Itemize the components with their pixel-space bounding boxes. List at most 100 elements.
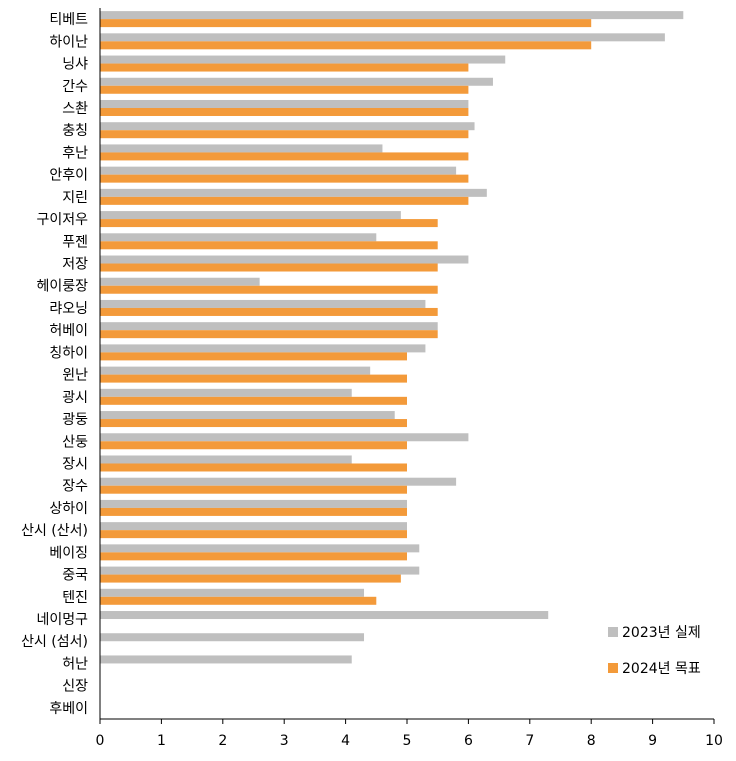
bar-2023-actual — [100, 633, 365, 642]
bar-2024-target — [100, 485, 407, 494]
x-tick-label: 3 — [280, 733, 289, 749]
y-tick-label: 구이저우 — [36, 212, 88, 228]
bar-2024-target — [100, 85, 469, 94]
bar-2024-target — [100, 352, 407, 361]
bar-2023-actual — [100, 499, 407, 508]
x-tick-label: 10 — [705, 733, 723, 749]
y-tick-label: 텐진 — [62, 590, 88, 606]
bar-2024-target — [100, 174, 469, 183]
y-tick-label: 지린 — [62, 190, 88, 206]
bar-2024-target — [100, 285, 438, 294]
y-tick-label: 안후이 — [49, 168, 88, 184]
bar-2023-actual — [100, 477, 457, 486]
bar-2024-target — [100, 152, 469, 161]
y-tick-label: 허베이 — [49, 323, 88, 339]
y-tick-label: 랴오닝 — [49, 301, 88, 317]
bar-2023-actual — [100, 566, 420, 575]
y-tick-label: 신장 — [62, 679, 88, 695]
legend-swatch-2024 — [608, 663, 618, 673]
bar-2024-target — [100, 507, 407, 516]
bar-2023-actual — [100, 33, 665, 42]
legend-label-2023: 2023년 실제 — [622, 625, 701, 641]
legend-swatch-2023 — [608, 627, 618, 637]
y-tick-label: 광둥 — [62, 412, 88, 428]
x-tick-label: 6 — [464, 733, 473, 749]
y-tick-label: 산시 (산서) — [21, 523, 88, 539]
bar-2024-target — [100, 219, 438, 228]
y-tick-label: 닝샤 — [62, 57, 88, 73]
y-tick-label: 헤이룽장 — [36, 279, 88, 295]
bar-2024-target — [100, 41, 592, 50]
bar-2023-actual — [100, 188, 487, 197]
y-tick-label: 저장 — [62, 257, 88, 273]
bar-2023-actual — [100, 611, 549, 620]
bar-2023-actual — [100, 166, 457, 175]
bar-2023-actual — [100, 522, 407, 531]
x-tick-label: 8 — [587, 733, 596, 749]
bar-2023-actual — [100, 255, 469, 264]
y-tick-label: 칭하이 — [49, 345, 88, 361]
bar-2023-actual — [100, 99, 469, 108]
bar-2024-target — [100, 596, 377, 605]
y-tick-label: 산둥 — [62, 434, 88, 450]
y-tick-label: 네이멍구 — [36, 612, 88, 628]
bar-2024-target — [100, 19, 592, 28]
bar-2024-target — [100, 241, 438, 250]
bar-2023-actual — [100, 455, 352, 464]
y-tick-label: 윈난 — [62, 368, 88, 384]
bar-2023-actual — [100, 588, 365, 597]
bar-2024-target — [100, 552, 407, 561]
y-tick-label: 허난 — [62, 656, 88, 672]
bar-2023-actual — [100, 122, 475, 131]
y-tick-label: 푸젠 — [62, 234, 88, 250]
y-tick-label: 후베이 — [49, 701, 88, 717]
bar-2024-target — [100, 419, 407, 428]
bar-2023-actual — [100, 366, 371, 375]
y-tick-label: 장시 — [62, 456, 88, 472]
bar-2023-actual — [100, 55, 506, 64]
x-tick-label: 4 — [341, 733, 350, 749]
x-tick-label: 9 — [648, 733, 657, 749]
bar-2023-actual — [100, 322, 438, 331]
y-tick-label: 장수 — [62, 479, 88, 495]
y-tick-label: 충칭 — [62, 123, 88, 139]
bar-2023-actual — [100, 277, 260, 286]
y-tick-label: 산시 (섬서) — [21, 634, 88, 650]
bar-2024-target — [100, 263, 438, 272]
bar-2024-target — [100, 307, 438, 316]
bar-2023-actual — [100, 211, 401, 220]
legend: 2023년 실제 2024년 목표 — [608, 625, 701, 677]
bar-2023-actual — [100, 299, 426, 308]
bar-2023-actual — [100, 655, 352, 664]
bar-2024-target — [100, 130, 469, 139]
y-tick-label: 스촨 — [62, 101, 88, 117]
bar-2024-target — [100, 396, 407, 405]
bar-2023-actual — [100, 144, 383, 153]
bar-2023-actual — [100, 11, 684, 20]
y-tick-label: 상하이 — [49, 501, 88, 517]
bar-2024-target — [100, 441, 407, 450]
y-tick-label: 베이징 — [49, 545, 88, 561]
legend-label-2024: 2024년 목표 — [622, 661, 701, 677]
bar-2024-target — [100, 463, 407, 472]
bar-2024-target — [100, 574, 401, 583]
y-tick-label: 티베트 — [49, 12, 88, 28]
x-tick-label: 0 — [96, 733, 105, 749]
y-tick-label: 광시 — [62, 390, 88, 406]
bar-2024-target — [100, 63, 469, 72]
bar-2023-actual — [100, 344, 426, 353]
y-tick-labels: 티베트하이난닝샤간수스촨충칭후난안후이지린구이저우푸젠저장헤이룽장랴오닝허베이칭… — [21, 12, 88, 717]
x-tick-label: 1 — [157, 733, 166, 749]
y-tick-label: 간수 — [62, 79, 88, 95]
bar-2024-target — [100, 374, 407, 383]
bar-2023-actual — [100, 388, 352, 397]
bar-2023-actual — [100, 77, 493, 86]
bars-group — [100, 11, 684, 664]
y-tick-label: 중국 — [62, 568, 88, 584]
y-tick-label: 후난 — [62, 145, 88, 161]
x-tick-label: 2 — [218, 733, 227, 749]
bar-2023-actual — [100, 233, 377, 242]
x-tick-label: 5 — [403, 733, 412, 749]
y-tick-label: 하이난 — [49, 34, 88, 50]
